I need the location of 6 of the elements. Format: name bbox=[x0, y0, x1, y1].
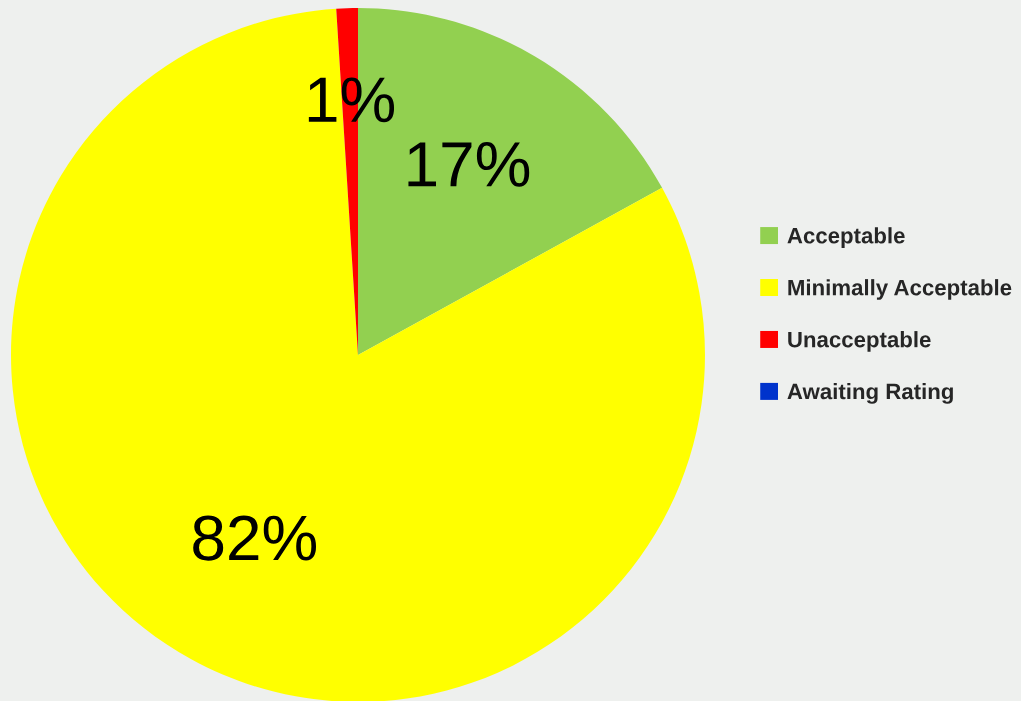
legend-label: Awaiting Rating bbox=[787, 383, 953, 404]
legend-label: Acceptable bbox=[787, 227, 905, 248]
legend-label: Minimally Acceptable bbox=[788, 279, 1012, 300]
data-label: 82% bbox=[193, 515, 317, 561]
data-label: 17% bbox=[408, 142, 530, 187]
legend-label: Unacceptable bbox=[788, 331, 931, 352]
